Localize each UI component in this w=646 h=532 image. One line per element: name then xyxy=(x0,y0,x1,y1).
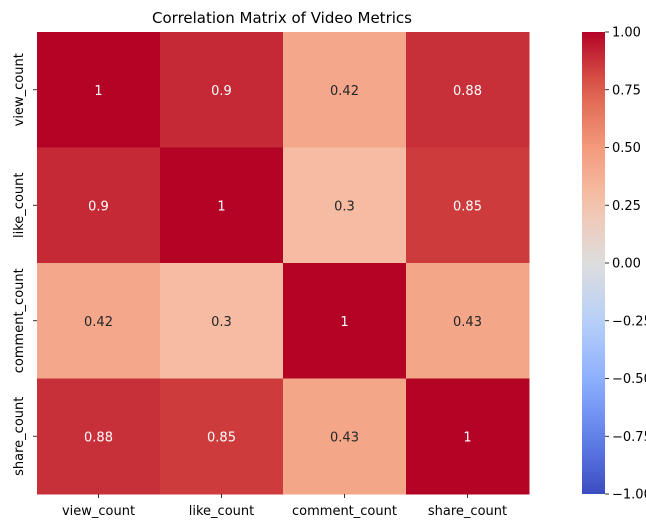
y-tick-label: like_count xyxy=(12,173,27,238)
y-tick-label: share_count xyxy=(12,397,27,476)
cell-annotation: 0.42 xyxy=(84,315,113,330)
y-tick-label: comment_count xyxy=(12,268,27,373)
colorbar: −1.00 −0.75 −0.50 −0.25 0.00 0.25 0.50 0.75 1.00 xyxy=(582,26,646,503)
colorbar-gradient xyxy=(582,32,605,494)
colorbar-tick-label: 0.75 xyxy=(612,83,641,98)
cell-annotation: 0.88 xyxy=(453,84,482,99)
cell-annotation: 0.43 xyxy=(453,315,482,330)
cell-annotation: 0.42 xyxy=(330,84,359,99)
heatmap-cell xyxy=(283,147,407,264)
cell-annotation: 0.88 xyxy=(84,430,113,445)
cell-annotation: 1 xyxy=(340,315,348,330)
cell-annotation: 0.85 xyxy=(207,430,236,445)
cell-annotation: 1 xyxy=(217,199,225,214)
cell-annotation: 0.9 xyxy=(88,199,109,214)
cell-annotation: 0.3 xyxy=(211,315,232,330)
colorbar-tick-label: 1.00 xyxy=(612,26,641,41)
cell-annotation: 0.3 xyxy=(334,199,355,214)
heatmap-cell xyxy=(160,32,284,148)
chart-title: Correlation Matrix of Video Metrics xyxy=(152,9,412,27)
cell-annotation: 1 xyxy=(94,84,102,99)
x-axis: view_count like_count comment_count share_c… xyxy=(62,494,507,519)
y-axis: view_count like_count comment_count share_c… xyxy=(12,53,37,476)
heatmap-cell xyxy=(283,378,407,495)
heatmap-cell xyxy=(37,147,161,264)
heatmap-cell xyxy=(37,263,161,379)
cell-annotation: 1 xyxy=(463,430,471,445)
heatmap-cell xyxy=(406,378,530,495)
cell-annotations: 1 0.9 0.42 0.88 0.9 1 0.3 0.85 0.42 0.3 1 0.43 0.88 0… xyxy=(84,84,482,446)
colorbar-tick-label: −1.00 xyxy=(612,488,646,503)
cell-annotation: 0.43 xyxy=(330,430,359,445)
heatmap-cell xyxy=(283,32,407,148)
colorbar-tick-label: −0.50 xyxy=(612,372,646,387)
x-tick-label: like_count xyxy=(189,504,254,519)
y-tick-label: view_count xyxy=(12,53,27,126)
x-tick-label: share_count xyxy=(428,504,507,519)
cell-annotation: 0.85 xyxy=(453,199,482,214)
heatmap-cell xyxy=(37,378,161,495)
colorbar-tick-label: 0.00 xyxy=(612,257,641,272)
colorbar-tick-label: 0.50 xyxy=(612,141,641,156)
colorbar-tick-label: 0.25 xyxy=(612,199,641,214)
heatmap-cell xyxy=(406,32,530,148)
colorbar-tick-label: −0.75 xyxy=(612,430,646,445)
heatmap-cells xyxy=(37,32,530,495)
heatmap-cell xyxy=(160,147,284,264)
heatmap-cell xyxy=(283,263,407,379)
heatmap-cell xyxy=(406,147,530,264)
x-tick-label: comment_count xyxy=(292,504,397,519)
heatmap-cell xyxy=(37,32,161,148)
x-tick-label: view_count xyxy=(62,504,135,519)
cell-annotation: 0.9 xyxy=(211,84,232,99)
colorbar-tick-label: −0.25 xyxy=(612,314,646,329)
heatmap-cell xyxy=(160,378,284,495)
heatmap-cell xyxy=(406,263,530,379)
heatmap-cell xyxy=(160,263,284,379)
